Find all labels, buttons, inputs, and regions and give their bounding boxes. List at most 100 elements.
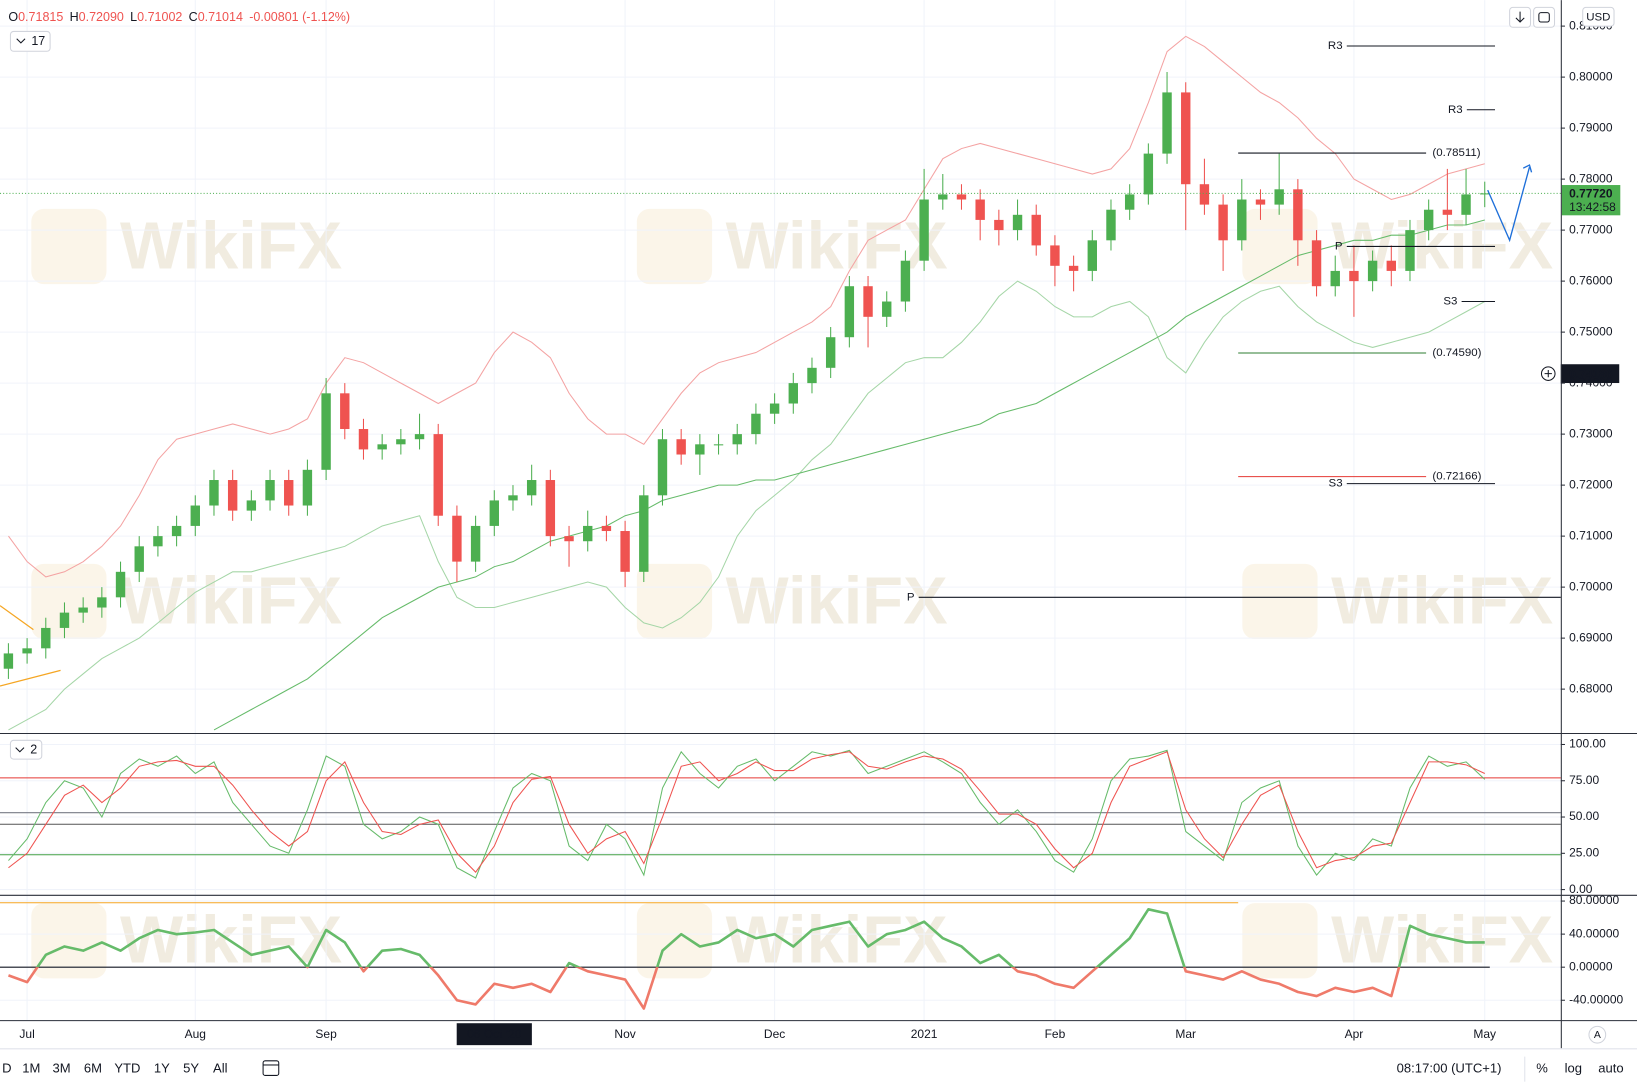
range-button[interactable]: All bbox=[213, 1061, 228, 1076]
y-tick-label: 0.68000 bbox=[1569, 681, 1613, 695]
ohlc-key: O bbox=[8, 10, 18, 24]
candle-body bbox=[1181, 92, 1191, 185]
candle-body bbox=[358, 429, 369, 450]
watermark: WikiFX bbox=[1331, 564, 1553, 638]
candle-body bbox=[732, 434, 742, 445]
timezone[interactable]: 08:17:00 (UTC+1) bbox=[1397, 1061, 1502, 1076]
toggle-box[interactable] bbox=[9, 30, 51, 52]
auto-scale-button[interactable] bbox=[1588, 1025, 1607, 1044]
range-button[interactable]: 5Y bbox=[183, 1061, 199, 1076]
candle-body bbox=[22, 648, 32, 654]
scale-option[interactable]: % bbox=[1536, 1061, 1548, 1076]
candle-body bbox=[956, 194, 967, 200]
reset-icon[interactable] bbox=[1538, 12, 1550, 23]
pivot-label: (0.72166) bbox=[1432, 471, 1481, 483]
y-tick-label: 0.79000 bbox=[1569, 120, 1613, 134]
arrow-head bbox=[1522, 164, 1533, 173]
chevron[interactable] bbox=[15, 747, 25, 753]
indicator-toggle[interactable]: 2 bbox=[9, 739, 43, 760]
candle-body bbox=[59, 612, 70, 628]
y-tick-label: 75.00 bbox=[1569, 773, 1599, 787]
range-button[interactable]: 1Y bbox=[154, 1061, 170, 1076]
range-button[interactable]: 3M bbox=[53, 1061, 71, 1076]
currency[interactable]: USD bbox=[1586, 11, 1610, 23]
watermark-logo bbox=[1242, 903, 1318, 979]
watermark: WikiFX bbox=[1331, 904, 1553, 978]
candle-body bbox=[414, 434, 425, 440]
reset-button[interactable] bbox=[1533, 6, 1556, 28]
watermark-logo bbox=[1242, 208, 1318, 285]
watermark-logo bbox=[636, 563, 713, 640]
candle-body bbox=[134, 546, 144, 572]
calendar-icon[interactable] bbox=[262, 1060, 280, 1076]
x-tick-label: Jul bbox=[19, 1027, 34, 1041]
x-tick-label: Feb bbox=[1045, 1027, 1066, 1041]
down-icon[interactable] bbox=[1515, 11, 1525, 23]
candle-body bbox=[153, 536, 163, 547]
plus-icon[interactable] bbox=[1544, 369, 1552, 378]
candle-body bbox=[769, 403, 780, 414]
x-tick-label: Sep bbox=[315, 1027, 337, 1041]
candle-body bbox=[1349, 270, 1359, 282]
crosshair-time-box bbox=[456, 1023, 532, 1046]
watermark-logo bbox=[31, 563, 107, 640]
candle-body bbox=[620, 531, 630, 572]
toggle-box[interactable] bbox=[9, 739, 43, 760]
oscillator-line-positive bbox=[35, 908, 1485, 968]
crosshair-price: 0.74186 bbox=[1569, 367, 1613, 381]
range-button[interactable]: 1M bbox=[22, 1061, 40, 1076]
candle-body bbox=[583, 525, 593, 542]
pivot-label: S3 bbox=[1329, 478, 1343, 490]
indicator-line bbox=[8, 751, 1486, 873]
candle-body bbox=[209, 480, 219, 506]
oscillator-line-negative bbox=[8, 967, 1401, 1010]
candle-body bbox=[489, 500, 499, 526]
overlay-line bbox=[8, 35, 1485, 578]
candle-body bbox=[227, 480, 238, 511]
scale-option[interactable]: log bbox=[1565, 1061, 1582, 1076]
ohlc-change: -0.00801 (-1.12%) bbox=[249, 10, 350, 24]
candle-body bbox=[825, 337, 836, 368]
range-button[interactable]: YTD bbox=[114, 1061, 140, 1076]
candle-body bbox=[1162, 92, 1172, 154]
x-tick-label: Dec bbox=[764, 1027, 785, 1041]
candle-body bbox=[676, 439, 686, 455]
watermark-logo bbox=[31, 903, 107, 979]
candle-body bbox=[1405, 230, 1415, 271]
x-tick-label: Aug bbox=[185, 1027, 206, 1041]
chevron[interactable] bbox=[16, 38, 26, 44]
y-tick-label: 40.00000 bbox=[1569, 926, 1619, 940]
scale-option[interactable]: auto bbox=[1598, 1061, 1623, 1076]
pane-borders bbox=[0, 0, 1637, 1050]
auto-scale[interactable]: A bbox=[1594, 1030, 1601, 1041]
candle-body bbox=[882, 301, 892, 317]
y-tick-label: 0.69000 bbox=[1569, 630, 1613, 644]
indicator-count[interactable]: 2 bbox=[30, 743, 37, 757]
candle-body bbox=[1218, 204, 1228, 241]
range-button[interactable]: 6M bbox=[84, 1061, 102, 1076]
candle-body bbox=[284, 480, 294, 506]
candle-body bbox=[900, 260, 911, 302]
y-tick-label: 0.00 bbox=[1569, 882, 1593, 896]
candle-body bbox=[1461, 194, 1471, 215]
watermark-logo bbox=[636, 208, 713, 285]
currency-box[interactable] bbox=[1582, 6, 1615, 27]
ohlc-value: 0.71014 bbox=[198, 10, 243, 24]
candle-body bbox=[713, 444, 724, 446]
candle-body bbox=[695, 444, 705, 455]
pivot-label: (0.78511) bbox=[1432, 147, 1480, 159]
range-button[interactable]: D bbox=[2, 1061, 11, 1076]
watermarks: WikiFX WikiFX WikiFX WikiFX WikiFX WikiFX Wiki… bbox=[31, 208, 1553, 979]
candle-body bbox=[115, 571, 126, 598]
candle-body bbox=[265, 480, 275, 501]
crosshair-price-box bbox=[1560, 364, 1620, 384]
pivot-label: S3 bbox=[1443, 296, 1457, 308]
candle-body bbox=[1031, 214, 1041, 246]
candle-body bbox=[807, 367, 817, 384]
indicator-count[interactable]: 17 bbox=[31, 34, 45, 48]
indicator-toggle[interactable]: 17 bbox=[9, 30, 51, 52]
axes: Jul Aug Sep 06 Oct '20 Nov Dec 2021 Feb Mar Apr Ma… bbox=[19, 18, 1624, 1046]
